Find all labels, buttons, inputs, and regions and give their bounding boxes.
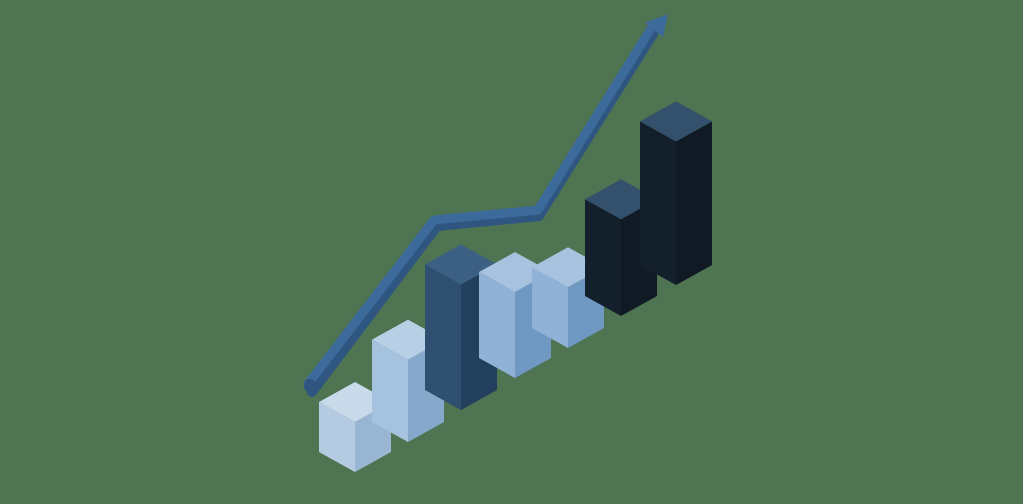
trend-arrow-line bbox=[303, 25, 655, 389]
bar-7-top-face bbox=[640, 101, 712, 142]
bar-6-top-face bbox=[585, 179, 657, 220]
bar-7 bbox=[640, 101, 712, 286]
trend-arrow-tail bbox=[304, 379, 316, 393]
bar-1-left-face bbox=[319, 402, 355, 472]
trend-arrow-icon bbox=[303, 14, 668, 397]
bar-7-right-face bbox=[676, 121, 712, 286]
bar-2-left-face bbox=[372, 339, 408, 442]
bar-group bbox=[319, 101, 712, 472]
bar-3-left-face bbox=[425, 264, 461, 410]
bar-7-left-face bbox=[640, 121, 676, 286]
bar-6-left-face bbox=[585, 199, 621, 316]
bar-5-left-face bbox=[532, 267, 568, 348]
bar-4-left-face bbox=[479, 272, 515, 378]
trend-arrow-head bbox=[645, 14, 668, 37]
